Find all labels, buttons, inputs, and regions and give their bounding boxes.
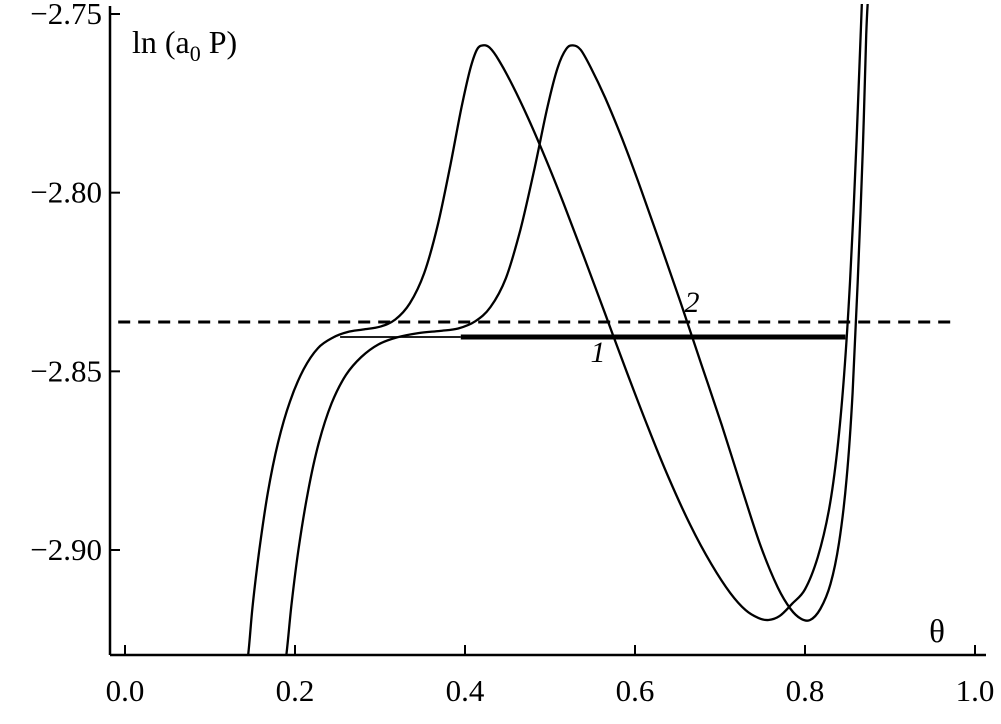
x-tick-label: 1.0 [956, 673, 995, 708]
x-tick-label: 0.2 [276, 673, 315, 708]
isotherm-curve-2 [285, 4, 869, 655]
y-tick-label: −2.90 [30, 532, 102, 567]
x-tick-label: 0.4 [446, 673, 485, 708]
plot-area [118, 4, 958, 655]
y-axis-label: ln (a0 P) [132, 24, 237, 67]
isotherm-curve-1 [246, 4, 863, 655]
y-axis-label-post: P) [200, 24, 238, 60]
y-tick-label: −2.75 [30, 0, 102, 31]
x-tick-label: 0.6 [616, 673, 655, 708]
curve-label-1: 1 [591, 336, 606, 369]
y-axis-label-sub: 0 [189, 41, 201, 66]
y-tick-label: −2.85 [30, 353, 102, 388]
y-tick-label: −2.80 [30, 175, 102, 210]
y-axis-label-pre: ln (a [132, 24, 190, 60]
x-tick-label: 0.8 [786, 673, 825, 708]
curve-label-2: 2 [684, 286, 699, 319]
x-tick-label: 0.0 [106, 673, 145, 708]
x-axis-label: θ [929, 614, 945, 650]
